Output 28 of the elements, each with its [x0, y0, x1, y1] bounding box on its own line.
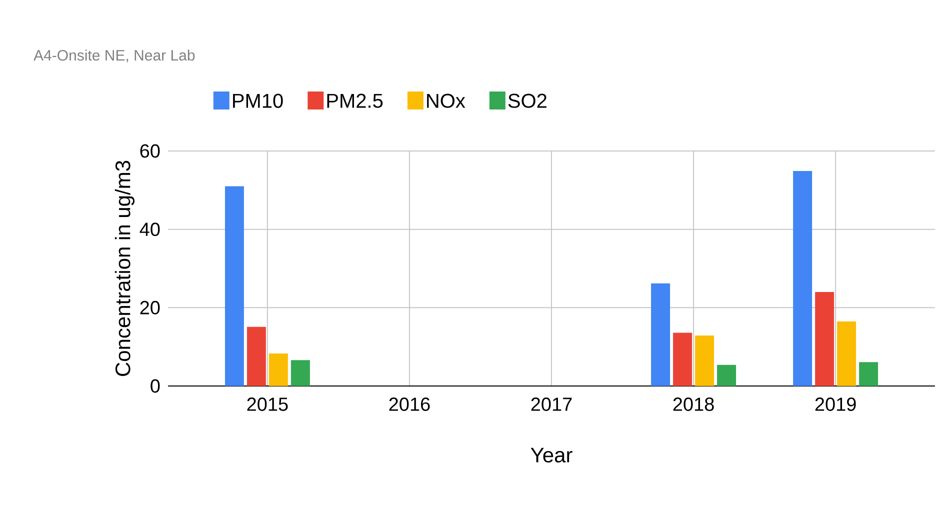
y-axis-title: Concentration in ug/m3: [114, 160, 134, 376]
legend-label: SO2: [508, 94, 546, 108]
bar: [246, 326, 266, 386]
bar: [837, 321, 856, 386]
x-axis-title: Year: [530, 448, 572, 462]
bar: [815, 292, 834, 386]
bar: [268, 353, 288, 386]
bar: [793, 170, 812, 386]
legend-label: PM10: [233, 94, 283, 108]
x-tick-label: 2016: [389, 398, 430, 411]
y-tick-label: 40: [140, 222, 160, 236]
bar: [224, 186, 244, 386]
legend-label: PM2.5: [327, 94, 383, 108]
x-tick-label: 2015: [247, 398, 288, 411]
legend-label: NOx: [427, 94, 466, 108]
bar: [717, 364, 736, 386]
x-tick-label: 2019: [815, 398, 856, 411]
y-tick-label: 60: [140, 144, 160, 158]
y-tick-label: 0: [150, 379, 160, 393]
y-tick-label: 20: [140, 300, 160, 314]
chart-title: A4-Onsite NE, Near Lab: [34, 50, 195, 62]
x-tick-label: 2018: [673, 398, 714, 411]
bar: [859, 362, 878, 386]
x-tick-label: 2017: [531, 398, 572, 411]
bar: [695, 335, 714, 386]
bar: [290, 360, 310, 386]
bar: [673, 332, 692, 386]
bar: [651, 283, 670, 386]
